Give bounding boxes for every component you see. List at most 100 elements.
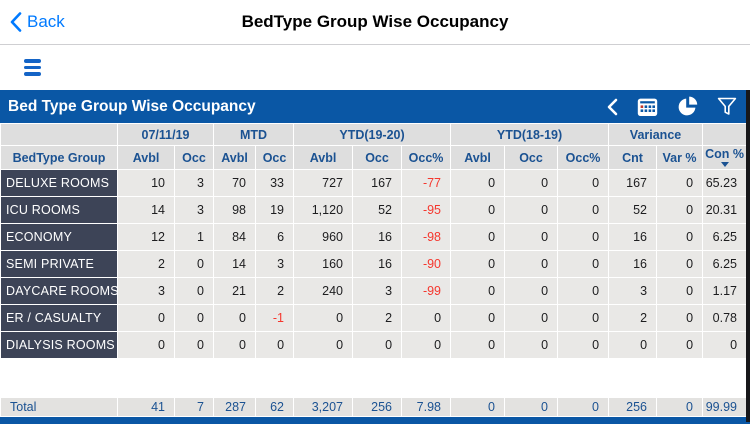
data-cell: 3 [174, 196, 214, 224]
data-cell: 0 [656, 277, 704, 305]
column-header-row: BedType Group Avbl Occ Avbl Occ Avbl Occ… [0, 145, 748, 170]
data-cell: -1 [254, 304, 295, 332]
data-cell: 0 [656, 250, 704, 278]
data-cell: 0 [174, 304, 214, 332]
toolbar-icons [607, 96, 750, 117]
column-header-avbl-date[interactable]: Avbl [117, 145, 175, 170]
column-header-avbl-ytd1[interactable]: Avbl [293, 145, 354, 170]
data-cell: 0 [557, 196, 610, 224]
calendar-icon[interactable] [637, 97, 658, 117]
column-header-varpct[interactable]: Var % [656, 145, 704, 170]
group-header-ytd-19-20: YTD(19-20) [293, 123, 452, 146]
total-cell: 256 [352, 397, 402, 417]
total-cell: 7 [174, 397, 214, 417]
navigation-bar: Back BedType Group Wise Occupancy [0, 0, 750, 45]
group-header-date: 07/11/19 [117, 123, 214, 146]
right-edge-scroll-hint[interactable] [746, 90, 750, 422]
row-header: DELUXE ROOMS [0, 169, 118, 197]
data-cell: 84 [213, 223, 256, 251]
data-cell: 0 [254, 331, 295, 359]
data-cell: 1.17 [702, 277, 748, 305]
data-cell: 0 [656, 196, 704, 224]
data-cell: 0 [450, 331, 506, 359]
data-cell: 0 [504, 277, 559, 305]
table-row: DIALYSIS ROOMS 0 0 0 0 0 0 0 0 0 0 0 0 0 [0, 331, 748, 359]
collapse-chevron-icon[interactable] [607, 98, 618, 116]
data-cell: 0 [557, 169, 610, 197]
data-cell: 14 [117, 196, 175, 224]
table-row: DELUXE ROOMS 10 3 70 33 727 167 -77 0 0 … [0, 169, 748, 197]
total-cell: 0 [557, 397, 609, 417]
data-cell: 0 [213, 304, 256, 332]
column-header-cnt[interactable]: Cnt [608, 145, 658, 170]
table-row: ER / CASUALTY 0 0 0 -1 0 2 0 0 0 0 2 0 0… [0, 304, 748, 332]
data-cell: 0 [450, 277, 506, 305]
hamburger-menu-icon[interactable] [24, 59, 41, 76]
data-cell: 16 [352, 250, 403, 278]
data-cell: 10 [117, 169, 175, 197]
data-cell: 0 [656, 304, 704, 332]
group-header-row: 07/11/19 MTD YTD(19-20) YTD(18-19) Varia… [0, 123, 748, 146]
total-cell: 99.99 [702, 397, 747, 417]
row-header: ICU ROOMS [0, 196, 118, 224]
back-label: Back [27, 12, 65, 31]
filter-icon[interactable] [717, 97, 737, 116]
data-cell: 16 [352, 223, 403, 251]
data-cell: 0 [504, 331, 559, 359]
data-cell: 3 [117, 277, 175, 305]
total-cell: 0 [656, 397, 703, 417]
data-cell: 20.31 [702, 196, 748, 224]
data-cell: -90 [401, 250, 452, 278]
data-cell: 0 [293, 304, 354, 332]
data-cell: 33 [254, 169, 295, 197]
data-cell: -98 [401, 223, 452, 251]
column-header-occ-ytd1[interactable]: Occ [352, 145, 403, 170]
data-cell: 6 [254, 223, 295, 251]
data-cell: 6.25 [702, 250, 748, 278]
data-cell: -99 [401, 277, 452, 305]
data-cell: 1,120 [293, 196, 354, 224]
data-cell: 16 [608, 250, 658, 278]
column-header-occpct-ytd1[interactable]: Occ% [401, 145, 452, 170]
data-cell: 0 [557, 250, 610, 278]
column-header-occ-date[interactable]: Occ [174, 145, 214, 170]
table-scroll-region[interactable]: 07/11/19 MTD YTD(19-20) YTD(18-19) Varia… [0, 123, 750, 359]
data-cell: -77 [401, 169, 452, 197]
occupancy-table: 07/11/19 MTD YTD(19-20) YTD(18-19) Varia… [0, 123, 748, 359]
pie-chart-icon[interactable] [677, 96, 698, 117]
total-cell: 62 [255, 397, 294, 417]
row-header: ER / CASUALTY [0, 304, 118, 332]
column-header-conpct-sorted[interactable]: Con % [702, 145, 748, 170]
column-header-occ-mtd[interactable]: Occ [254, 145, 295, 170]
data-cell: 0 [352, 331, 403, 359]
column-header-avbl-ytd2[interactable]: Avbl [450, 145, 506, 170]
data-cell: -95 [401, 196, 452, 224]
data-cell: 0 [504, 250, 559, 278]
data-cell: 19 [254, 196, 295, 224]
column-header-occpct-ytd2[interactable]: Occ% [557, 145, 610, 170]
menu-bar [0, 45, 750, 90]
data-cell: 2 [352, 304, 403, 332]
total-cell: 41 [117, 397, 175, 417]
sort-desc-icon [720, 162, 729, 167]
data-cell: 3 [174, 169, 214, 197]
column-header-bedtype-group[interactable]: BedType Group [0, 145, 118, 170]
total-cell: 256 [608, 397, 657, 417]
back-button[interactable]: Back [10, 0, 65, 44]
data-cell: 0 [174, 331, 214, 359]
data-cell: 0 [117, 331, 175, 359]
column-header-avbl-mtd[interactable]: Avbl [213, 145, 256, 170]
report-toolbar: Bed Type Group Wise Occupancy [0, 90, 750, 123]
group-header-ytd-18-19: YTD(18-19) [450, 123, 610, 146]
data-cell: 240 [293, 277, 354, 305]
data-cell: 0 [557, 277, 610, 305]
group-header-variance: Variance [608, 123, 704, 146]
column-header-occ-ytd2[interactable]: Occ [504, 145, 559, 170]
data-cell: 167 [608, 169, 658, 197]
data-cell: 52 [608, 196, 658, 224]
total-cell: 3,207 [293, 397, 353, 417]
data-cell: 0 [450, 223, 506, 251]
group-header-blank-right [702, 123, 748, 146]
data-cell: 70 [213, 169, 256, 197]
